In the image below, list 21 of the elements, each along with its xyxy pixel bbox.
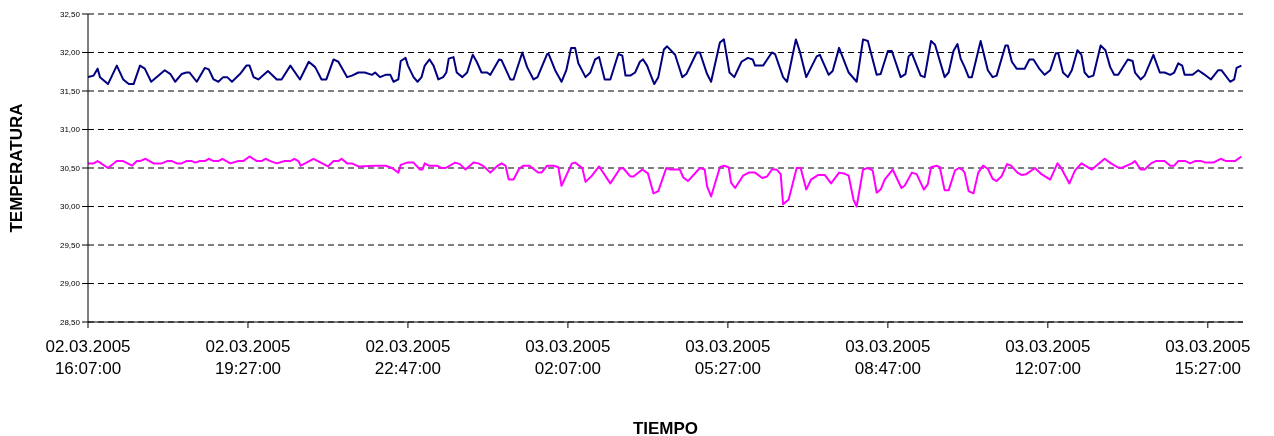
x-tick-label: 02.03.2005 16:07:00	[45, 337, 131, 378]
y-tick-label: 32,50	[59, 9, 81, 19]
y-tick-label: 31,00	[59, 125, 81, 135]
x-tick-label: 02.03.2005 22:47:00	[365, 337, 451, 378]
y-tick-label: 31,50	[59, 86, 81, 96]
x-tick-label: 03.03.2005 08:47:00	[845, 337, 931, 378]
y-tick-label: 29,50	[59, 240, 81, 250]
x-tick-label: 02.03.2005 19:27:00	[205, 337, 291, 378]
x-tick-label: 03.03.2005 05:27:00	[685, 337, 771, 378]
y-tick-label: 30,00	[59, 202, 81, 212]
y-axis-title: TEMPERATURA	[7, 103, 27, 233]
y-tick-label: 29,00	[59, 279, 81, 289]
x-tick-label: 03.03.2005 12:07:00	[1005, 337, 1091, 378]
y-tick-label: 28,50	[59, 317, 81, 327]
line-series	[88, 155, 1243, 208]
x-tick-label: 03.03.2005 02:07:00	[525, 337, 611, 378]
line-series	[88, 38, 1243, 86]
y-tick-label: 32,00	[59, 48, 81, 58]
y-tick-label: 30,50	[59, 163, 81, 173]
x-axis-title: TIEMPO	[632, 419, 699, 436]
x-tick-label: 03.03.2005 15:27:00	[1165, 337, 1251, 378]
